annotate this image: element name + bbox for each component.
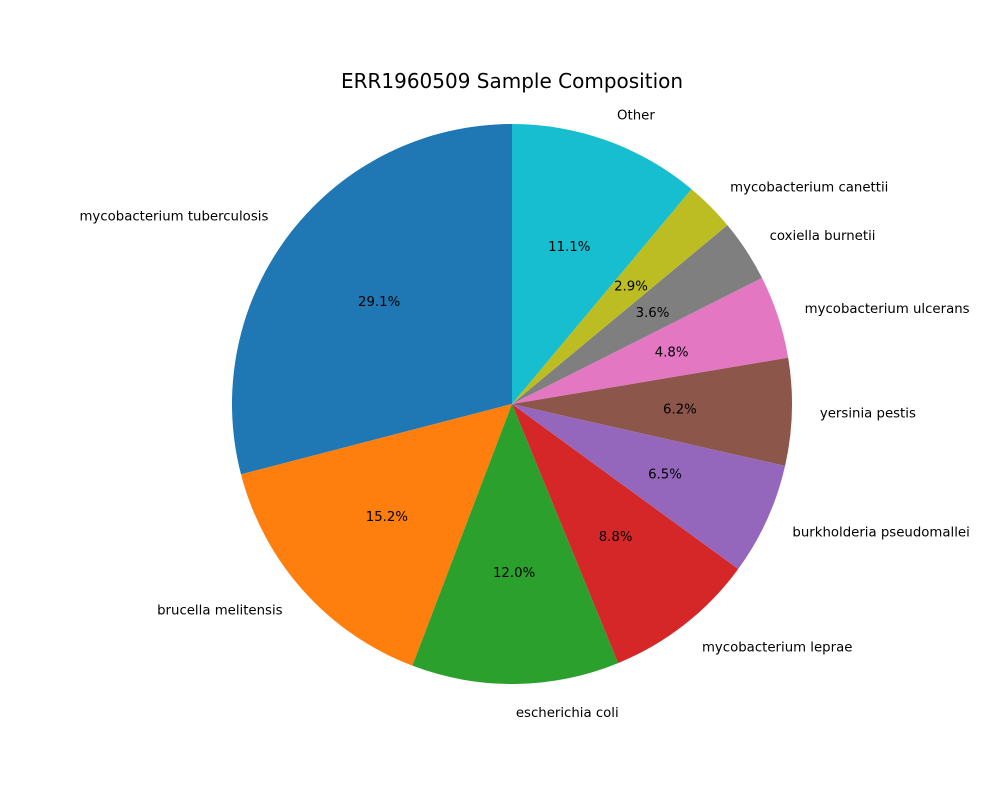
pct-label-burkholderia-pseudomallei: 6.5% bbox=[648, 467, 682, 482]
pie-slice-brucella-melitensis bbox=[240, 404, 512, 666]
chart-title: ERR1960509 Sample Composition bbox=[341, 69, 683, 93]
category-label-coxiella-burnetii: coxiella burnetii bbox=[770, 229, 876, 244]
pct-label-coxiella-burnetii: 3.6% bbox=[636, 306, 670, 321]
pct-label-mycobacterium-ulcerans: 4.8% bbox=[655, 346, 689, 361]
pct-label-brucella-melitensis: 15.2% bbox=[366, 510, 408, 525]
pie-category-labels: mycobacterium tuberculosis brucella melit… bbox=[79, 108, 969, 721]
pct-label-mycobacterium-tuberculosis: 29.1% bbox=[358, 295, 400, 310]
pie-slice-other bbox=[512, 124, 692, 404]
category-label-burkholderia-pseudomallei: burkholderia pseudomallei bbox=[792, 525, 969, 540]
category-label-brucella-melitensis: brucella melitensis bbox=[157, 604, 283, 619]
pct-label-mycobacterium-leprae: 8.8% bbox=[599, 530, 633, 545]
category-label-mycobacterium-tuberculosis: mycobacterium tuberculosis bbox=[79, 210, 268, 225]
category-label-yersinia-pestis: yersinia pestis bbox=[820, 407, 916, 422]
pie-slice-escherichia-coli bbox=[412, 404, 619, 684]
category-label-other: Other bbox=[617, 108, 655, 123]
pie-slice-mycobacterium-leprae bbox=[512, 404, 739, 664]
pie-slice-coxiella-burnetii bbox=[512, 225, 762, 404]
pie-slice-burkholderia-pseudomallei bbox=[512, 404, 786, 570]
pie-percent-labels: 29.1% 15.2% 12.0% 8.8% 6.5% 6.2% 4.8% 3.6% 2.9% 1… bbox=[358, 240, 697, 581]
pct-label-escherichia-coli: 12.0% bbox=[493, 566, 535, 581]
category-label-mycobacterium-leprae: mycobacterium leprae bbox=[702, 640, 852, 655]
pie-slice-yersinia-pestis bbox=[512, 357, 792, 466]
category-label-escherichia-coli: escherichia coli bbox=[516, 706, 619, 721]
pie-slice-mycobacterium-canettii bbox=[512, 189, 728, 404]
pct-label-yersinia-pestis: 6.2% bbox=[663, 403, 697, 418]
category-label-mycobacterium-ulcerans: mycobacterium ulcerans bbox=[805, 302, 970, 317]
pie-slice-mycobacterium-tuberculosis bbox=[231, 124, 512, 475]
pct-label-other: 11.1% bbox=[548, 240, 590, 255]
pie-slices bbox=[231, 124, 792, 684]
category-label-mycobacterium-canettii: mycobacterium canettii bbox=[730, 181, 888, 196]
pie-slice-mycobacterium-ulcerans bbox=[512, 277, 789, 404]
pct-label-mycobacterium-canettii: 2.9% bbox=[614, 279, 648, 294]
